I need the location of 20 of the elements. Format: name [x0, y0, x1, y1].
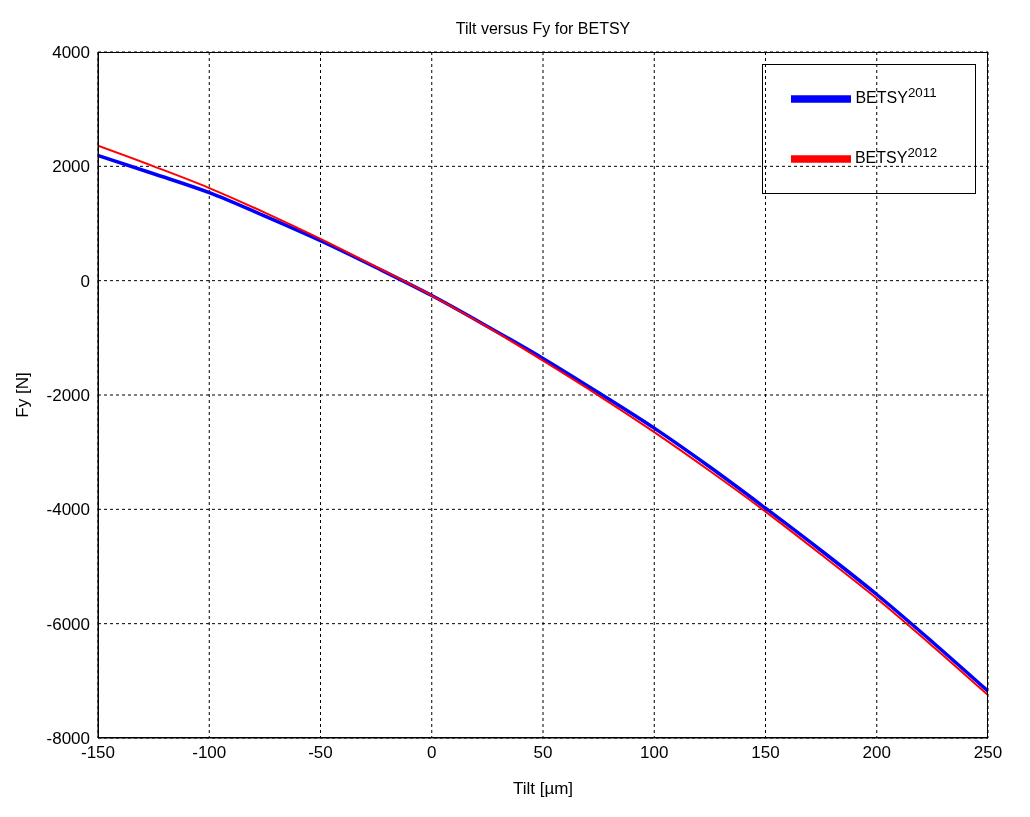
- x-tick-label: 50: [533, 743, 553, 763]
- legend-label: BETSY$^{2011}$: [855, 84, 937, 107]
- y-tick-label: -6000: [46, 614, 90, 634]
- x-tick-label: 200: [862, 743, 891, 763]
- y-tick-label: -4000: [46, 500, 90, 520]
- y-tick-label: 2000: [52, 157, 90, 177]
- x-tick-label: -100: [192, 743, 227, 763]
- x-tick-label: -50: [308, 743, 333, 763]
- x-tick-label: 250: [973, 743, 1003, 763]
- y-axis-title: Fy [N]: [13, 372, 33, 418]
- y-tick-label: -2000: [46, 386, 90, 406]
- legend-label: BETSY$^{2012}$: [854, 144, 938, 167]
- chart-title: Tilt versus Fy for BETSY: [454, 20, 632, 38]
- x-tick-label: 0: [427, 743, 437, 763]
- x-tick-label: 150: [751, 743, 780, 763]
- x-tick-label: 100: [640, 743, 669, 763]
- x-axis-title: Tilt [µm]: [512, 779, 574, 798]
- y-tick-label: 0: [80, 271, 90, 291]
- x-tick-label: -150: [80, 743, 116, 763]
- y-tick-label: 4000: [52, 43, 90, 63]
